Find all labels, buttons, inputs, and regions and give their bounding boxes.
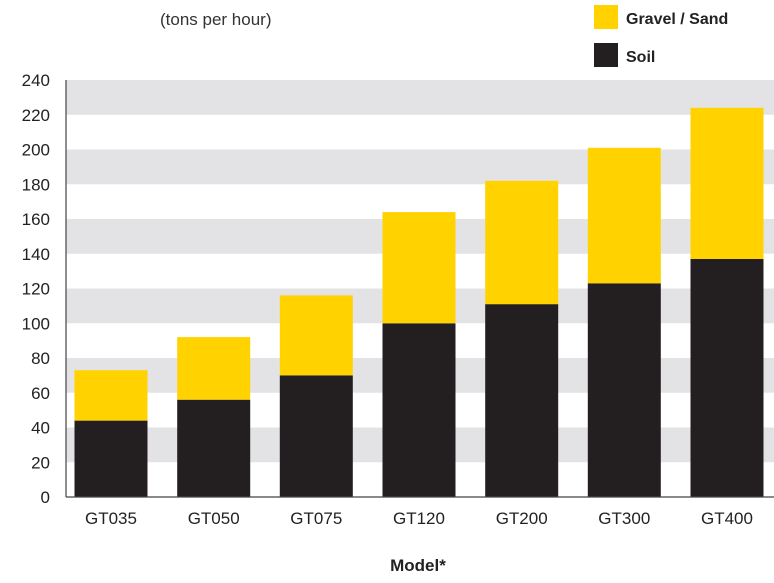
- x-axis-title: Model*: [390, 556, 446, 575]
- y-tick-label: 200: [22, 141, 50, 160]
- x-tick-labels: GT035 GT050 GT075 GT120 GT200 GT300 GT400: [85, 509, 753, 528]
- y-tick-label: 0: [41, 488, 50, 507]
- bar-soil-gt050: [177, 399, 251, 497]
- y-tick-label: 120: [22, 280, 50, 299]
- y-tick-label: 160: [22, 210, 50, 229]
- y-tick-label: 40: [31, 419, 50, 438]
- bar-soil-gt300: [587, 283, 661, 497]
- legend: Gravel / Sand Soil: [594, 5, 728, 67]
- bar-gravel-sand-gt120: [382, 212, 456, 324]
- legend-swatch-gravel-sand: [594, 5, 618, 29]
- y-tick-label: 140: [22, 245, 50, 264]
- grid-band: [66, 80, 774, 115]
- x-tick-label: GT075: [290, 509, 342, 528]
- bar-soil-gt120: [382, 323, 456, 498]
- bar-soil-gt200: [485, 304, 559, 497]
- bar-gravel-sand-gt200: [485, 180, 559, 305]
- y-tick-label: 80: [31, 349, 50, 368]
- legend-swatch-soil: [594, 43, 618, 67]
- bars: [74, 107, 764, 498]
- x-tick-label: GT200: [496, 509, 548, 528]
- bar-gravel-sand-gt300: [587, 147, 661, 284]
- bar-soil-gt075: [279, 375, 353, 497]
- chart-unit-label: (tons per hour): [160, 10, 272, 29]
- grid-band: [66, 149, 774, 185]
- bar-soil-gt035: [74, 420, 148, 497]
- y-tick-label: 20: [31, 453, 50, 472]
- y-tick-label: 60: [31, 384, 50, 403]
- y-tick-label: 240: [22, 71, 50, 90]
- legend-label-gravel-sand: Gravel / Sand: [626, 11, 728, 28]
- x-tick-label: GT050: [188, 509, 240, 528]
- legend-label-soil: Soil: [626, 49, 655, 66]
- x-tick-label: GT300: [598, 509, 650, 528]
- bar-gravel-sand-gt400: [690, 107, 764, 259]
- bar-gravel-sand-gt035: [74, 370, 148, 421]
- bar-soil-gt400: [690, 259, 764, 497]
- x-tick-label: GT400: [701, 509, 753, 528]
- axes: [65, 80, 774, 498]
- y-tick-label: 100: [22, 314, 50, 333]
- y-tick-labels: 0 20 40 60 80 100 120 140 160 180 200 220 240: [22, 71, 50, 507]
- x-tick-label: GT035: [85, 509, 137, 528]
- y-tick-label: 220: [22, 106, 50, 125]
- y-tick-label: 180: [22, 175, 50, 194]
- x-tick-label: GT120: [393, 509, 445, 528]
- bar-gravel-sand-gt075: [279, 295, 353, 376]
- bar-gravel-sand-gt050: [177, 337, 251, 400]
